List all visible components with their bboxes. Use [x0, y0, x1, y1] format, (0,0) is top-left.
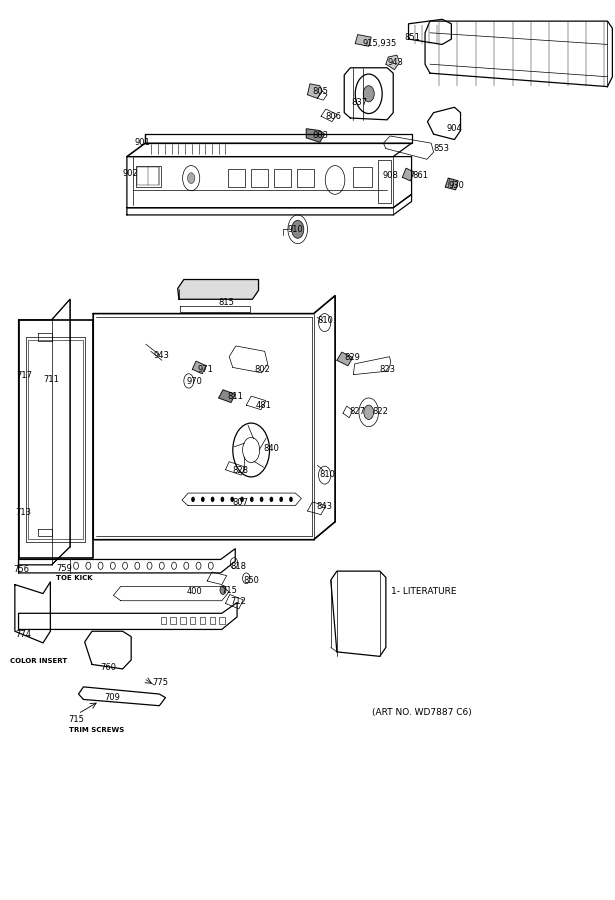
Text: 902: 902: [122, 169, 138, 178]
Text: 759: 759: [57, 564, 73, 573]
Text: 775: 775: [152, 678, 168, 687]
Text: 810: 810: [317, 316, 333, 325]
Text: 810: 810: [320, 470, 336, 479]
Text: TOE KICK: TOE KICK: [57, 575, 93, 581]
Text: 853: 853: [434, 144, 450, 153]
Text: 815: 815: [219, 299, 234, 308]
Text: 901: 901: [135, 138, 151, 147]
Polygon shape: [402, 168, 414, 181]
Text: 803: 803: [312, 131, 328, 140]
Bar: [297, 169, 314, 187]
Text: 715: 715: [222, 587, 237, 596]
Bar: [136, 166, 161, 187]
Circle shape: [260, 497, 263, 502]
Circle shape: [220, 586, 226, 595]
Text: 807: 807: [233, 498, 249, 507]
Text: 709: 709: [104, 693, 120, 702]
Bar: [161, 616, 166, 624]
Circle shape: [250, 497, 253, 502]
Bar: [180, 616, 186, 624]
Text: 930: 930: [448, 181, 464, 190]
Polygon shape: [192, 361, 206, 374]
Text: 970: 970: [186, 377, 202, 386]
Bar: [200, 616, 205, 624]
Text: COLOR INSERT: COLOR INSERT: [10, 658, 67, 664]
Text: 802: 802: [255, 364, 271, 373]
Polygon shape: [445, 178, 458, 190]
Bar: [274, 169, 291, 187]
Bar: [190, 616, 196, 624]
Polygon shape: [337, 352, 353, 365]
Polygon shape: [308, 84, 322, 98]
Text: 1- LITERATURE: 1- LITERATURE: [391, 588, 456, 597]
Text: 827: 827: [349, 407, 365, 416]
Text: 811: 811: [228, 392, 243, 400]
Circle shape: [363, 86, 375, 102]
Text: 840: 840: [263, 444, 279, 453]
Polygon shape: [306, 129, 325, 142]
Bar: [137, 167, 159, 185]
Bar: [210, 616, 215, 624]
Polygon shape: [219, 390, 236, 402]
Circle shape: [289, 497, 293, 502]
Text: 850: 850: [244, 577, 260, 586]
Text: 806: 806: [326, 112, 342, 121]
Text: TRIM SCREWS: TRIM SCREWS: [69, 727, 124, 733]
Text: 715: 715: [69, 715, 85, 724]
Text: 717: 717: [16, 371, 32, 380]
Text: 481: 481: [255, 400, 271, 410]
Text: 943: 943: [153, 351, 169, 360]
Text: (ART NO. WD7887 C6): (ART NO. WD7887 C6): [373, 708, 472, 717]
Text: 910: 910: [288, 225, 304, 234]
Text: 711: 711: [43, 374, 59, 383]
Text: 904: 904: [446, 124, 462, 133]
Circle shape: [188, 173, 195, 184]
Circle shape: [231, 497, 234, 502]
Circle shape: [201, 497, 205, 502]
Bar: [26, 337, 85, 542]
Text: 760: 760: [101, 662, 117, 671]
Bar: [28, 339, 83, 539]
Bar: [251, 169, 268, 187]
Text: 851: 851: [404, 32, 420, 41]
Bar: [354, 167, 372, 187]
Text: 774: 774: [15, 630, 31, 639]
Text: 713: 713: [15, 508, 31, 518]
Bar: [170, 616, 176, 624]
Text: 756: 756: [14, 565, 30, 574]
Text: 828: 828: [233, 466, 249, 475]
Text: 822: 822: [373, 407, 388, 416]
Circle shape: [240, 497, 244, 502]
Circle shape: [221, 497, 224, 502]
Circle shape: [364, 405, 374, 419]
Bar: [228, 169, 245, 187]
Text: 843: 843: [317, 502, 333, 511]
Text: 823: 823: [379, 364, 395, 373]
Circle shape: [211, 497, 215, 502]
Polygon shape: [386, 55, 399, 69]
Bar: [220, 616, 225, 624]
Text: 818: 818: [231, 562, 247, 572]
Circle shape: [279, 497, 283, 502]
Bar: [378, 160, 391, 203]
Text: 400: 400: [186, 588, 202, 597]
Text: 712: 712: [231, 597, 246, 606]
Text: 943: 943: [387, 58, 403, 67]
Text: 861: 861: [413, 171, 429, 180]
Circle shape: [191, 497, 195, 502]
Text: 805: 805: [312, 86, 328, 95]
Circle shape: [292, 220, 304, 238]
Text: 837: 837: [352, 98, 368, 107]
Text: 908: 908: [382, 171, 398, 180]
Text: 829: 829: [344, 353, 360, 362]
Text: 971: 971: [197, 364, 213, 373]
Polygon shape: [355, 34, 371, 46]
Text: 915,935: 915,935: [363, 39, 397, 48]
Polygon shape: [178, 280, 258, 300]
Circle shape: [269, 497, 273, 502]
